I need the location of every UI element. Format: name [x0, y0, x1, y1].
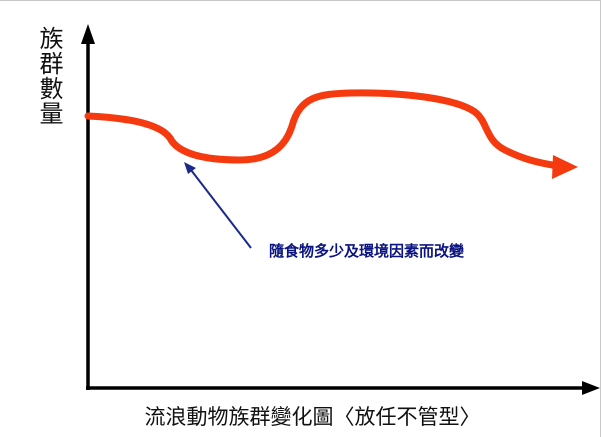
y-axis-label: 族群數量	[35, 26, 63, 126]
curve-arrowhead	[552, 155, 578, 179]
y-axis-arrowhead	[81, 24, 95, 44]
annotation-pointer-arrow	[190, 169, 252, 249]
annotation-text: 隨食物多少及環境因素而改變	[269, 242, 465, 260]
annotation-pointer-arrowhead	[184, 162, 196, 174]
x-axis-arrowhead	[582, 381, 600, 395]
diagram-caption: 流浪動物族群變化圖〈放任不管型〉	[144, 405, 481, 429]
population-curve	[84, 89, 562, 170]
